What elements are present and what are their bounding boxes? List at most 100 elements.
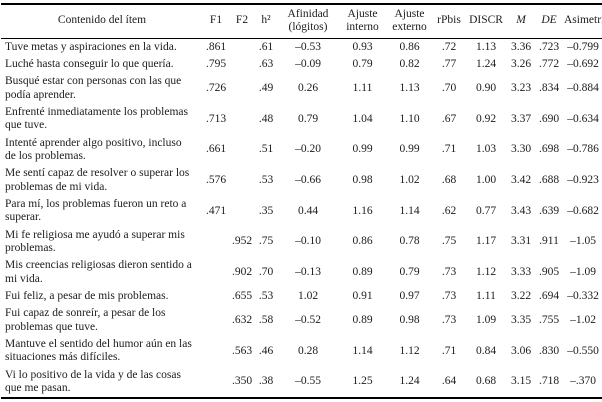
value-cell-h2: .58 bbox=[258, 313, 274, 326]
value-cell-ajuste-externo: 0.98 bbox=[399, 313, 420, 326]
value-cell-m: 3.35 bbox=[510, 313, 532, 326]
value-cell-f1: .861 bbox=[205, 40, 227, 53]
value-cell-discr: 0.77 bbox=[475, 204, 497, 217]
value-cell-f2: .563 bbox=[231, 344, 253, 357]
table-row: Luché hasta conseguir lo que quería. .795… bbox=[1, 56, 602, 73]
value-cell-m: 3.30 bbox=[510, 143, 532, 156]
value-cell-asimetria: –1.09 bbox=[570, 266, 596, 278]
value-cell-h2: .51 bbox=[258, 143, 274, 156]
value-cell-rpbis: .71 bbox=[441, 143, 457, 156]
value-cell-h2: .70 bbox=[258, 266, 274, 278]
item-text-cell: Vi lo positivo de la vida y de las cosas… bbox=[5, 368, 181, 394]
value-cell-rpbis: .68 bbox=[441, 174, 457, 187]
value-cell-de: .723 bbox=[538, 40, 560, 53]
value-cell-discr: 1.00 bbox=[475, 174, 497, 187]
value-cell-f2: .902 bbox=[231, 266, 253, 278]
column-header-discr: DISCR bbox=[465, 4, 507, 39]
item-text-cell: Luché hasta conseguir lo que quería. bbox=[5, 58, 174, 71]
value-cell-discr: 1.24 bbox=[475, 58, 497, 71]
value-cell-f2 bbox=[229, 165, 255, 196]
table-row: Mi fe religiosa me ayudó a superar mis p… bbox=[1, 227, 602, 258]
value-cell-m: 3.43 bbox=[510, 204, 532, 217]
value-cell-f1: .471 bbox=[205, 204, 227, 217]
value-cell-de: .772 bbox=[538, 58, 560, 71]
value-cell-f1 bbox=[203, 367, 229, 399]
value-cell-afinidad: 0.79 bbox=[297, 112, 319, 125]
value-cell-asimetria: –0.332 bbox=[567, 290, 599, 302]
value-cell-de: .834 bbox=[538, 82, 560, 95]
column-header-m: M bbox=[507, 4, 535, 39]
value-cell-asimetria: –1.05 bbox=[570, 235, 596, 248]
value-cell-ajuste-externo: 0.97 bbox=[399, 290, 420, 302]
value-cell-afinidad: –0.10 bbox=[295, 235, 321, 248]
item-text-cell: Para mí, los problemas fueron un reto a … bbox=[5, 198, 187, 224]
value-cell-m: 3.36 bbox=[510, 40, 532, 53]
table-row: Enfrenté inmediatamente los problemas qu… bbox=[1, 104, 602, 135]
value-cell-afinidad: –0.55 bbox=[295, 375, 321, 388]
value-cell-ajuste-interno: 0.98 bbox=[352, 174, 373, 187]
value-cell-f2 bbox=[229, 73, 255, 104]
value-cell-asimetria: –1.02 bbox=[570, 313, 596, 326]
value-cell-f2 bbox=[229, 56, 255, 73]
value-cell-ajuste-interno: 1.16 bbox=[352, 204, 373, 217]
item-text-cell: Mantuve el sentido del humor aún en las … bbox=[5, 337, 192, 364]
value-cell-afinidad: 1.02 bbox=[297, 290, 319, 302]
value-cell-f1: .576 bbox=[205, 174, 227, 187]
value-cell-de: .639 bbox=[538, 204, 560, 217]
table-row: Busqué estar con personas con las que po… bbox=[1, 73, 602, 104]
value-cell-f2: .655 bbox=[231, 290, 253, 302]
value-cell-asimetria: –0.799 bbox=[567, 40, 599, 53]
value-cell-afinidad: –0.52 bbox=[295, 313, 321, 326]
value-cell-ajuste-interno: 0.93 bbox=[352, 40, 373, 53]
value-cell-m: 3.15 bbox=[510, 375, 532, 388]
table-row: Mis creencias religiosas dieron sentido … bbox=[1, 257, 602, 288]
value-cell-f2 bbox=[229, 196, 255, 227]
value-cell-de: .694 bbox=[538, 290, 560, 302]
value-cell-f1: .661 bbox=[205, 143, 227, 156]
item-text-cell: Me sentí capaz de resolver o superar los… bbox=[5, 167, 190, 193]
value-cell-asimetria: –0.550 bbox=[567, 344, 599, 357]
value-cell-f2: .350 bbox=[231, 375, 253, 388]
column-header-afinidad: Afinidad (lógitos) bbox=[277, 4, 339, 39]
value-cell-h2: .49 bbox=[258, 82, 274, 95]
value-cell-rpbis: .71 bbox=[441, 344, 457, 357]
column-header-rpbis: rPbis bbox=[433, 4, 465, 39]
value-cell-afinidad: –0.53 bbox=[295, 40, 321, 53]
value-cell-h2: .48 bbox=[258, 112, 274, 125]
item-text-cell: Intenté aprender algo positivo, incluso … bbox=[5, 136, 182, 163]
value-cell-discr: 0.84 bbox=[475, 344, 497, 357]
value-cell-f1: .713 bbox=[205, 112, 227, 125]
value-cell-f1 bbox=[203, 336, 229, 367]
value-cell-asimetria: –0.682 bbox=[567, 204, 599, 217]
value-cell-h2: .63 bbox=[258, 58, 274, 71]
table-row: Intenté aprender algo positivo, incluso … bbox=[1, 135, 602, 166]
table-row: Para mí, los problemas fueron un reto a … bbox=[1, 196, 602, 227]
value-cell-afinidad: –0.09 bbox=[295, 58, 321, 71]
value-cell-h2: .46 bbox=[258, 344, 274, 357]
value-cell-ajuste-interno: 1.04 bbox=[352, 112, 373, 125]
value-cell-de: .911 bbox=[539, 235, 559, 248]
value-cell-f1 bbox=[203, 257, 229, 288]
value-cell-de: .905 bbox=[538, 266, 560, 278]
value-cell-ajuste-interno: 0.79 bbox=[352, 58, 373, 71]
value-cell-f1 bbox=[203, 227, 229, 258]
value-cell-asimetria: –0.923 bbox=[567, 174, 599, 187]
value-cell-rpbis: .73 bbox=[441, 313, 457, 326]
table-row: Mantuve el sentido del humor aún en las … bbox=[1, 336, 602, 367]
value-cell-f2: .632 bbox=[231, 313, 253, 326]
value-cell-rpbis: .77 bbox=[441, 58, 457, 71]
value-cell-f2: .952 bbox=[231, 235, 253, 248]
value-cell-afinidad: –0.20 bbox=[295, 143, 321, 156]
column-header-ajuste-externo: Ajuste externo bbox=[386, 4, 433, 39]
value-cell-ajuste-interno: 0.89 bbox=[352, 313, 373, 326]
value-cell-rpbis: .75 bbox=[441, 235, 457, 248]
value-cell-m: 3.37 bbox=[510, 112, 532, 125]
value-cell-de: .688 bbox=[538, 174, 560, 187]
value-cell-h2: .38 bbox=[258, 375, 274, 388]
value-cell-ajuste-interno: 0.91 bbox=[352, 290, 373, 302]
value-cell-ajuste-externo: 1.13 bbox=[399, 82, 420, 95]
table-row: Vi lo positivo de la vida y de las cosas… bbox=[1, 367, 602, 399]
value-cell-m: 3.42 bbox=[510, 174, 532, 187]
value-cell-de: .718 bbox=[538, 375, 560, 388]
value-cell-rpbis: .64 bbox=[441, 375, 457, 388]
